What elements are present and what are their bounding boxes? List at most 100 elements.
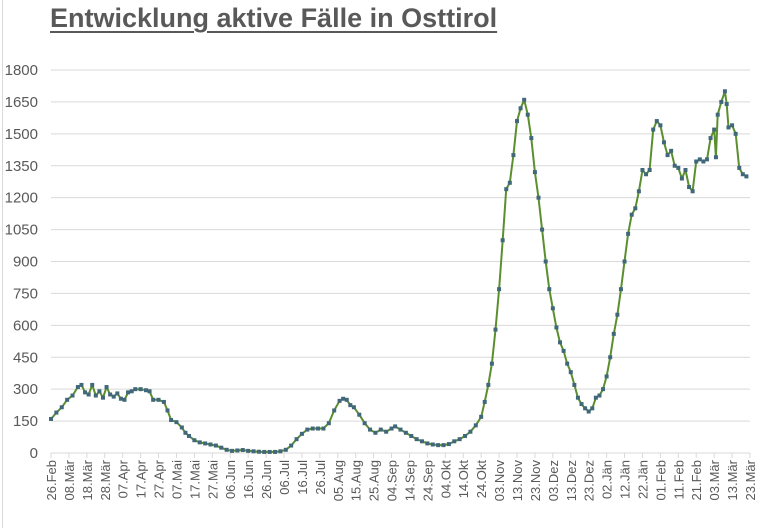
data-point-marker (203, 441, 208, 446)
data-point-marker (473, 423, 478, 428)
data-point-marker (111, 394, 116, 399)
data-point-marker (344, 397, 349, 402)
data-point-marker (129, 389, 134, 394)
data-point-marker (568, 370, 573, 375)
data-point-marker (118, 396, 123, 401)
data-point-marker (536, 195, 541, 200)
data-point-marker (192, 438, 197, 443)
data-point-marker (208, 442, 213, 447)
y-tick-label: 750 (13, 285, 38, 302)
data-point-marker (647, 168, 652, 173)
x-tick-label: 13.Nov (510, 460, 525, 502)
data-point-marker (378, 427, 383, 432)
data-point-marker (651, 127, 656, 132)
x-axis-labels: 26.Feb 08.Mär 18.Mär 28.Mär 07.Apr 17.Apr 27.A… (44, 459, 758, 501)
data-point-marker (482, 399, 487, 404)
y-tick-label: 600 (13, 317, 38, 334)
data-point-marker (147, 389, 152, 394)
data-point-marker (332, 408, 337, 413)
data-point-marker (515, 119, 519, 124)
data-point-marker (550, 306, 555, 311)
x-tick-label: 24.Okt (474, 460, 489, 499)
data-point-marker (256, 449, 261, 454)
y-tick-label: 150 (13, 413, 38, 430)
data-point-marker (187, 433, 192, 438)
data-point-marker (326, 421, 331, 426)
data-point-marker (54, 410, 59, 415)
data-point-marker (49, 416, 53, 421)
x-axis (50, 452, 751, 458)
data-point-marker (246, 448, 251, 453)
data-point-marker (712, 127, 717, 132)
data-point-marker (518, 106, 523, 111)
x-tick-label: 13.Mär (725, 459, 740, 500)
x-tick-label: 05.Aug (331, 460, 346, 501)
data-point-marker (558, 340, 563, 345)
data-point-marker (529, 136, 534, 141)
data-point-marker (79, 382, 84, 387)
data-point-marker (436, 443, 441, 448)
data-point-marker (457, 437, 462, 442)
data-point-marker (278, 449, 283, 454)
data-point-marker (644, 172, 649, 177)
data-point-marker (446, 442, 451, 447)
data-point-marker (86, 392, 91, 397)
x-tick-label: 13.Dez (564, 460, 579, 501)
y-tick-label: 900 (13, 254, 38, 271)
y-tick-label: 1200 (5, 190, 38, 207)
data-point-marker (357, 412, 362, 417)
data-point-marker (493, 327, 498, 332)
data-point-marker (615, 312, 620, 317)
x-tick-label: 06.Jul (277, 460, 292, 495)
data-point-marker (197, 440, 202, 445)
x-tick-label: 02.Jän (600, 460, 615, 499)
x-tick-label: 23.Mär (743, 459, 758, 500)
data-point-marker (393, 424, 398, 429)
x-tick-label: 12.Jän (618, 460, 633, 499)
data-point-marker (733, 131, 738, 136)
data-point-marker (337, 398, 342, 403)
data-point-marker (420, 439, 425, 444)
x-tick-label: 24.Sep (420, 460, 435, 501)
data-point-marker (525, 112, 530, 117)
data-point-marker (321, 426, 326, 431)
data-point-marker (715, 112, 720, 117)
data-point-marker (169, 418, 174, 423)
data-point-marker (104, 385, 109, 390)
data-point-marker (583, 406, 588, 411)
x-tick-label: 23.Dez (582, 460, 597, 501)
gridlines (51, 69, 750, 422)
x-tick-label: 04.Okt (438, 460, 453, 499)
y-tick-label: 0 (30, 445, 38, 462)
x-tick-label: 07.Mai (169, 460, 184, 499)
data-point-marker (224, 447, 229, 452)
x-tick-label: 22.Jän (635, 460, 650, 499)
data-point-marker (251, 449, 256, 454)
data-point-marker (414, 437, 419, 442)
data-point-marker (294, 437, 299, 442)
x-tick-label: 28.Mär (98, 459, 113, 500)
data-point-marker (658, 123, 663, 128)
series-active-cases (49, 89, 749, 454)
x-tick-label: 16.Jul (295, 460, 310, 495)
data-point-marker (726, 125, 731, 130)
data-point-marker (601, 387, 606, 392)
data-point-marker (289, 443, 294, 448)
data-point-marker (283, 447, 288, 452)
data-point-marker (156, 397, 161, 402)
x-tick-label: 11.Feb (671, 460, 686, 500)
data-point-marker (398, 427, 403, 432)
data-point-marker (452, 439, 457, 444)
data-point-marker (697, 157, 702, 162)
data-point-marker (575, 395, 580, 400)
data-point-marker (351, 405, 356, 410)
x-tick-label: 03.Dez (546, 460, 561, 501)
data-point-marker (618, 287, 623, 292)
data-point-marker (235, 448, 240, 453)
y-tick-label: 1650 (5, 94, 38, 111)
x-tick-label: 18.Mär (80, 459, 95, 500)
data-point-marker (183, 430, 188, 435)
data-point-marker (737, 165, 742, 170)
data-point-marker (540, 227, 545, 232)
